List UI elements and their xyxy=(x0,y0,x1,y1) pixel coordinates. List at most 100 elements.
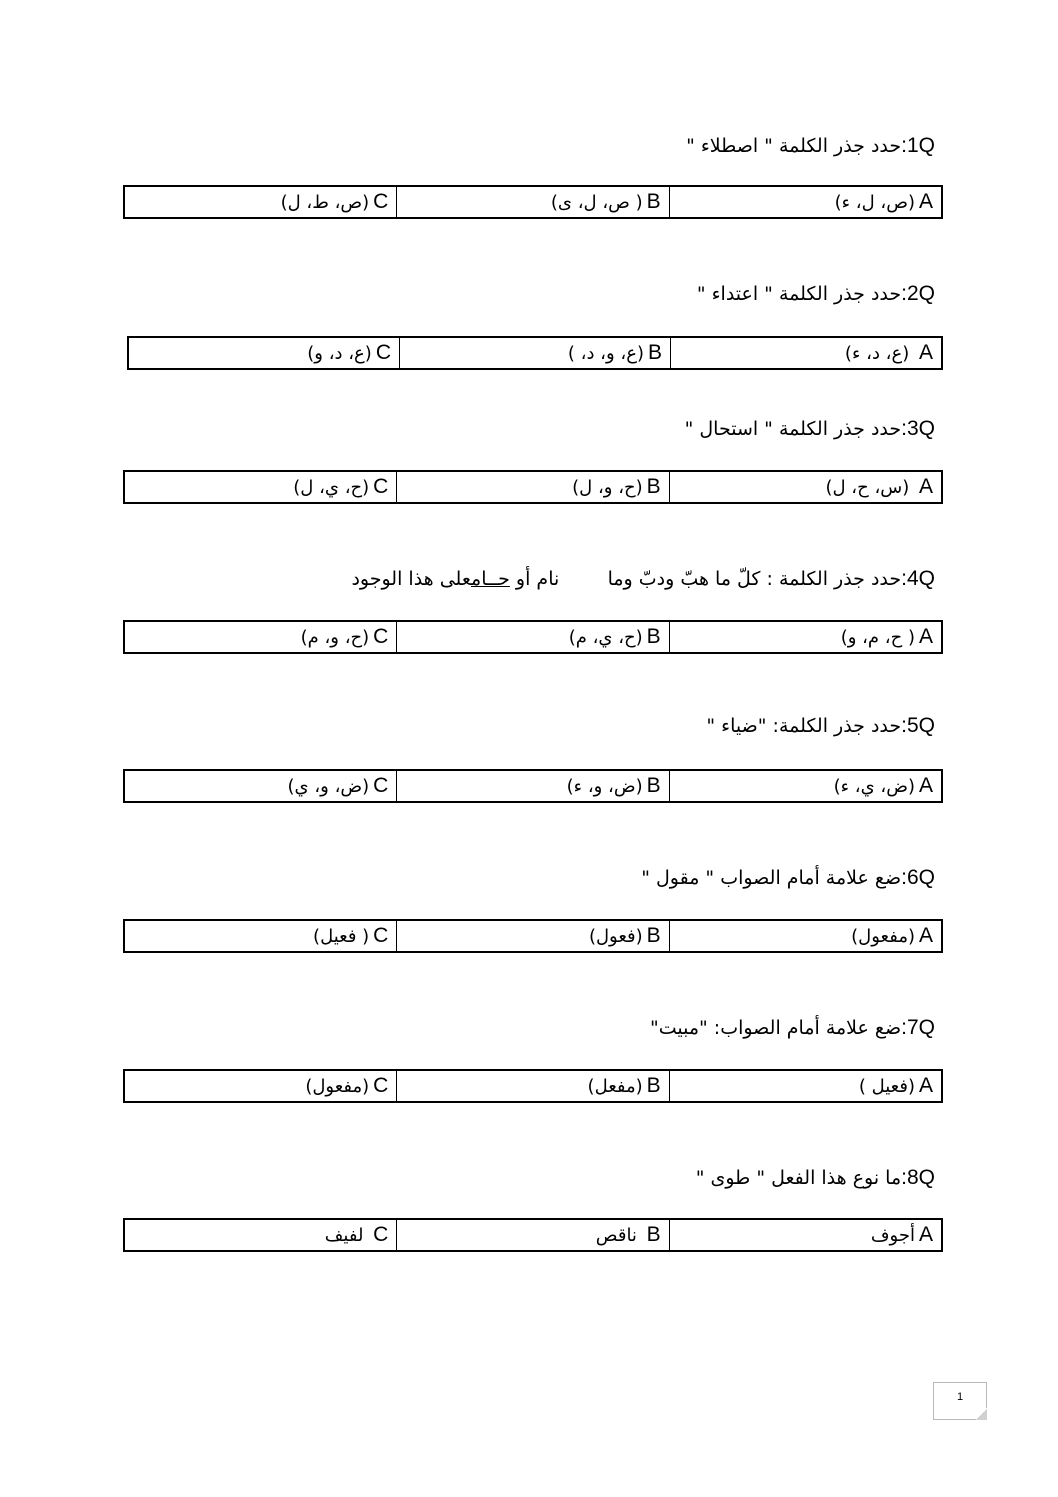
option-text: (ح، و، م) xyxy=(300,626,370,648)
option-text: (مفعول) xyxy=(851,925,915,947)
option-a[interactable]: A (ع، د، ء) xyxy=(671,338,941,368)
option-text: (ع، د، ء) xyxy=(844,342,915,364)
options-table: A (فعيل ) B (مفعل) C (مفعول) xyxy=(123,1069,943,1103)
question-number: 7Q xyxy=(906,1016,935,1039)
question-text: حدد جذر الكلمة: "ضياء " xyxy=(706,715,902,737)
question-colon: : xyxy=(901,567,907,590)
option-letter: B xyxy=(646,774,661,797)
option-letter: C xyxy=(373,625,389,648)
question-title: 3Q: حدد جذر الكلمة " استحال " xyxy=(115,414,935,444)
option-text: (ض، ي، ء) xyxy=(833,775,915,797)
options-table: A (ض، ي، ء) B (ض، و، ء) C (ض، و، ي) xyxy=(123,769,943,803)
option-c[interactable]: C (ح، ي، ل) xyxy=(125,472,398,502)
option-a[interactable]: A (ص، ل، ء) xyxy=(670,187,941,217)
option-a[interactable]: A (ض، ي، ء) xyxy=(670,771,941,801)
options-table: A أجوف B ناقص C لفيف xyxy=(123,1218,943,1252)
page-number: 1 xyxy=(933,1382,987,1420)
option-text: (ع، و، د، ) xyxy=(567,342,644,364)
option-c[interactable]: C لفيف xyxy=(125,1220,398,1250)
option-b[interactable]: B (ع، و، د، ) xyxy=(400,338,671,368)
option-letter: B xyxy=(647,341,662,364)
option-text: ( ص، ل، ى) xyxy=(550,191,643,213)
option-text: (فعول) xyxy=(588,925,643,947)
option-letter: A xyxy=(918,475,933,498)
option-text: (ح، ي، ل) xyxy=(293,476,370,498)
option-c[interactable]: C( فعيل) xyxy=(125,921,398,951)
question-colon: : xyxy=(901,1166,907,1189)
option-c[interactable]: C (ص، ط، ل) xyxy=(125,187,398,217)
question-text: حدد جذر الكلمة : كلّ ما هبّ ودبّ وما نام… xyxy=(351,568,901,590)
option-letter: A xyxy=(918,924,933,947)
option-c[interactable]: C (مفعول) xyxy=(125,1071,398,1101)
option-a[interactable]: A أجوف xyxy=(670,1220,941,1250)
option-b[interactable]: B( ص، ل، ى) xyxy=(397,187,670,217)
option-letter: C xyxy=(373,924,389,947)
option-a[interactable]: A( ح، م، و) xyxy=(670,622,941,652)
option-text: (س، ح، ل) xyxy=(825,476,915,498)
option-b[interactable]: B (فعول) xyxy=(397,921,670,951)
option-letter: C xyxy=(373,1074,389,1097)
option-letter: B xyxy=(646,190,661,213)
option-letter: C xyxy=(375,341,391,364)
option-c[interactable]: C (ع، د، و) xyxy=(129,338,400,368)
question-number: 5Q xyxy=(906,714,935,737)
option-text: (مفعول) xyxy=(305,1075,370,1097)
options-table: A( ح، م، و) B (ح، ي، م) C (ح، و، م) xyxy=(123,620,943,654)
options-table: A (ص، ل، ء) B( ص، ل، ى) C (ص، ط، ل) xyxy=(123,185,943,219)
question-text-part: حدد جذر الكلمة : كلّ ما هبّ ودبّ وما نام… xyxy=(509,568,902,590)
question-number: 4Q xyxy=(906,567,935,590)
option-letter: B xyxy=(646,625,661,648)
option-letter: A xyxy=(918,341,933,364)
option-text: (ص، ط، ل) xyxy=(280,191,370,213)
option-text: (ع، د، و) xyxy=(307,342,372,364)
option-letter: B xyxy=(646,1074,661,1097)
question-text: حدد جذر الكلمة " اصطلاء " xyxy=(686,135,902,157)
option-letter: A xyxy=(918,1074,933,1097)
option-letter: A xyxy=(918,1223,933,1246)
option-a[interactable]: A (س، ح، ل) xyxy=(670,472,941,502)
question-title: 6Q: ضع علامة أمام الصواب " مقول " xyxy=(115,863,935,893)
question-text: ضع علامة أمام الصواب: "مبيت" xyxy=(649,1017,902,1039)
option-text: ( فعيل) xyxy=(313,925,370,947)
question-text: ضع علامة أمام الصواب " مقول " xyxy=(641,867,902,889)
option-text: (ح، ي، م) xyxy=(568,626,643,648)
option-b[interactable]: B (ح، ي، م) xyxy=(397,622,670,652)
option-text: (فعيل ) xyxy=(858,1075,915,1097)
question-colon: : xyxy=(901,1016,907,1039)
option-letter: B xyxy=(646,475,661,498)
option-letter: A xyxy=(918,625,933,648)
question-title: 7Q: ضع علامة أمام الصواب: "مبيت" xyxy=(115,1013,935,1043)
question-text: حدد جذر الكلمة " اعتداء " xyxy=(696,283,902,305)
option-text: (ص، ل، ء) xyxy=(834,191,915,213)
option-text: ( ح، م، و) xyxy=(840,626,915,648)
question-number: 3Q xyxy=(906,417,935,440)
option-b[interactable]: B (ض، و، ء) xyxy=(397,771,670,801)
option-b[interactable]: B (مفعل) xyxy=(397,1071,670,1101)
option-a[interactable]: A (فعيل ) xyxy=(670,1071,941,1101)
question-number: 1Q xyxy=(906,134,935,157)
options-table: A (س، ح، ل) B (ح، و، ل) C (ح، ي، ل) xyxy=(123,470,943,504)
option-c[interactable]: C (ض، و، ي) xyxy=(125,771,398,801)
question-text: حدد جذر الكلمة " استحال " xyxy=(684,418,902,440)
question-underlined-word: حــام xyxy=(471,568,510,590)
option-text: ناقص xyxy=(595,1224,643,1246)
option-letter: A xyxy=(918,190,933,213)
option-letter: C xyxy=(373,475,389,498)
option-text: (ض، و، ي) xyxy=(287,775,370,797)
option-a[interactable]: A (مفعول) xyxy=(670,921,941,951)
question-title: 1Q: حدد جذر الكلمة " اصطلاء " xyxy=(115,131,935,161)
question-title: 4Q: حدد جذر الكلمة : كلّ ما هبّ ودبّ وما … xyxy=(115,564,935,594)
option-letter: C xyxy=(373,774,389,797)
option-letter: B xyxy=(646,1223,661,1246)
option-letter: A xyxy=(918,774,933,797)
option-text: أجوف xyxy=(870,1224,915,1246)
question-title: 5Q: حدد جذر الكلمة: "ضياء " xyxy=(115,711,935,741)
question-text-part: على هذا الوجود xyxy=(351,568,472,590)
question-colon: : xyxy=(901,866,907,889)
option-c[interactable]: C (ح، و، م) xyxy=(125,622,398,652)
question-number: 2Q xyxy=(906,282,935,305)
option-b[interactable]: B (ح، و، ل) xyxy=(397,472,670,502)
question-number: 8Q xyxy=(906,1166,935,1189)
option-text: لفيف xyxy=(324,1224,370,1246)
option-b[interactable]: B ناقص xyxy=(397,1220,670,1250)
